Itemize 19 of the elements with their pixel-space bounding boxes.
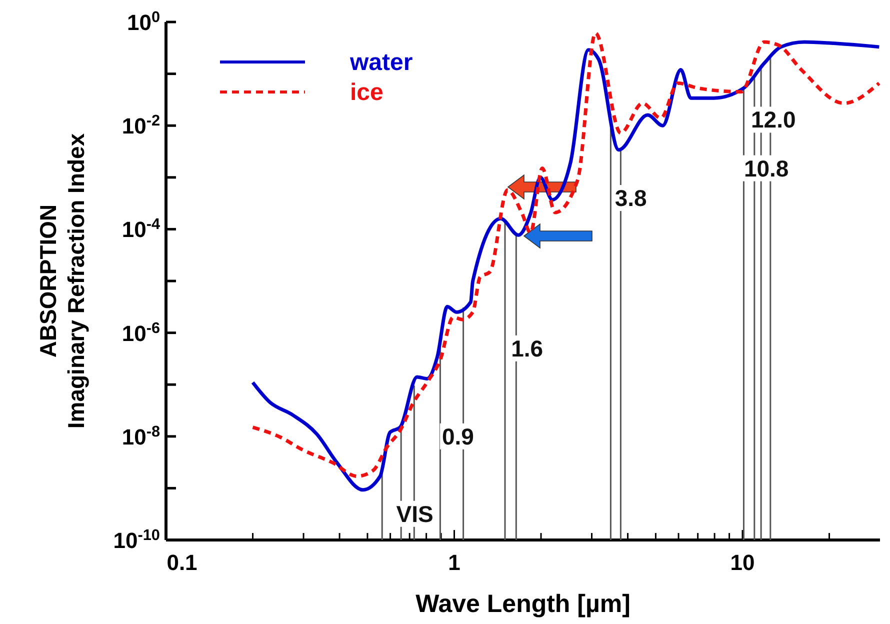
annotation: 0.9 [442, 423, 474, 450]
annotation: 12.0 [750, 106, 796, 133]
x-axis-title: Wave Length [µm] [416, 590, 630, 618]
y-axis-title: ABSORPTION Imaginary Refraction Index [35, 133, 89, 429]
legend-label: ice [350, 79, 384, 106]
y-tick-label: 10$^{0}$ [126, 8, 160, 35]
annotation: 10.8 [744, 155, 789, 182]
annotation: 3.8 [614, 185, 648, 212]
y-tick-label: 10$^{-8}$ [122, 422, 160, 450]
annotation: VIS [396, 500, 434, 527]
x-tick-label: 10 [730, 550, 755, 575]
x-tick-label: 0.1 [166, 550, 198, 575]
x-tick-label: 1 [448, 550, 460, 575]
y-tick-label: 10$^{-6}$ [122, 319, 160, 346]
annotation: 1.6 [511, 335, 544, 362]
legend-label: water [349, 49, 413, 76]
y-tick-label: 10$^{-4}$ [122, 216, 160, 242]
y-tick-label: 10$^{-10}$ [113, 526, 160, 553]
y-tick-label: 10$^{-2}$ [122, 112, 160, 139]
